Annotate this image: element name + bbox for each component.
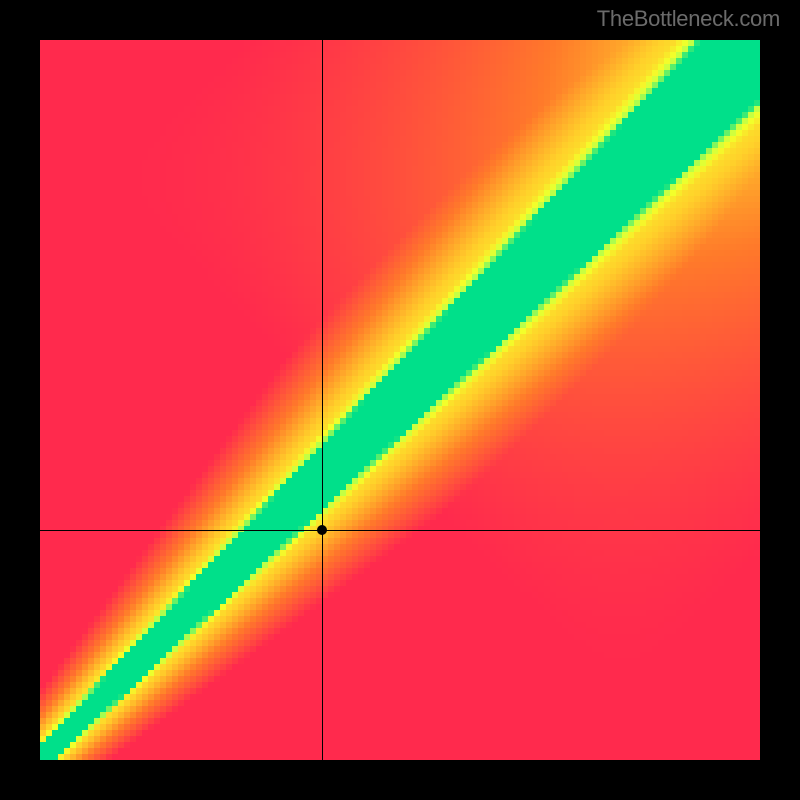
crosshair-marker xyxy=(317,525,327,535)
crosshair-vertical xyxy=(322,40,323,760)
heatmap-canvas xyxy=(40,40,760,760)
chart-container: TheBottleneck.com xyxy=(0,0,800,800)
plot-area xyxy=(40,40,760,760)
crosshair-horizontal xyxy=(40,530,760,531)
watermark-text: TheBottleneck.com xyxy=(597,6,780,32)
